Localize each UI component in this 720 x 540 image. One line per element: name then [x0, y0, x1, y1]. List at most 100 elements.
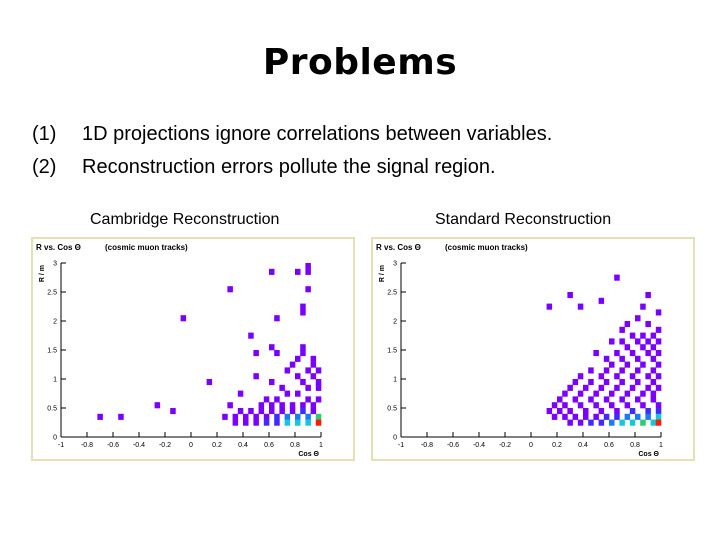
bullet-list: (1) 1D projections ignore correlations be… — [32, 118, 552, 184]
heatmap-cell — [232, 419, 239, 426]
heatmap-cell — [614, 350, 620, 357]
y-tick-label: 3 — [53, 261, 57, 268]
heatmap-cell — [640, 361, 646, 368]
heatmap-cell — [640, 332, 646, 339]
heatmap-cell — [227, 402, 233, 409]
heatmap-cell — [310, 402, 317, 409]
heatmap-cell — [655, 309, 662, 316]
heatmap-cell — [274, 315, 280, 322]
heatmap-cell — [118, 413, 124, 420]
heatmap-cell — [598, 373, 605, 380]
slide-title: Problems — [262, 42, 458, 83]
heatmap-cell — [588, 367, 594, 374]
heatmap-cell — [180, 315, 187, 322]
chart-caption-standard: Standard Reconstruction — [435, 211, 612, 228]
heatmap-cell — [635, 338, 641, 345]
heatmap-cell — [206, 379, 213, 386]
heatmap-cell — [310, 373, 317, 380]
heatmap-cell — [263, 396, 270, 403]
heatmap-cell — [655, 419, 662, 426]
heatmap-cell — [629, 419, 636, 426]
heatmap-cell — [619, 379, 625, 386]
heatmap-cell — [305, 286, 311, 293]
heatmap-cell — [655, 413, 662, 420]
heatmap-cell — [624, 344, 631, 351]
heatmap-cell — [305, 367, 311, 374]
heatmap-cell — [593, 350, 599, 357]
x-tick-label: -0.6 — [447, 442, 459, 449]
heatmap-cell — [253, 413, 259, 420]
heatmap-cell — [253, 373, 259, 380]
heatmap-cell — [269, 408, 275, 415]
y-tick-label: 2 — [53, 319, 57, 326]
heatmap-cell — [655, 338, 662, 345]
x-tick-label: 0 — [189, 442, 193, 449]
y-tick-label: 0 — [393, 435, 397, 442]
heatmap-cell — [577, 390, 584, 397]
x-axis-label: Cos Θ — [298, 451, 319, 458]
heatmap-cell — [305, 413, 311, 420]
heatmap-cell — [577, 373, 584, 380]
heatmap-cell — [572, 396, 579, 403]
heatmap-cell — [609, 361, 615, 368]
x-tick-label: -1 — [398, 442, 404, 449]
heatmap-cell — [583, 408, 589, 415]
x-tick-label: -0.2 — [499, 442, 511, 449]
heatmap-cell — [284, 367, 291, 374]
heatmap-cell — [274, 350, 280, 357]
heatmap-cell — [305, 419, 311, 426]
heatmap-cell — [263, 413, 270, 420]
y-tick-label: 1.5 — [47, 348, 57, 355]
heatmap-cell — [619, 338, 625, 345]
heatmap-cell — [640, 419, 646, 426]
heatmap-cell — [572, 379, 579, 386]
heatmap-cell — [546, 303, 553, 310]
heatmap-cell — [232, 413, 239, 420]
heatmap-cell — [551, 413, 558, 420]
heatmap-cell — [315, 419, 322, 426]
heatmap-cell — [295, 268, 301, 275]
heatmap-cell — [253, 419, 259, 426]
heatmap-cell — [603, 379, 610, 386]
heatmap-cell — [562, 390, 568, 397]
heatmap-cell — [274, 419, 280, 426]
heatmap-cell — [614, 373, 620, 380]
heatmap-cell — [263, 419, 270, 426]
heatmap-cell — [269, 344, 275, 351]
heatmap-cell — [315, 413, 322, 420]
x-tick-label: 1 — [319, 442, 323, 449]
x-tick-label: 0.4 — [578, 442, 588, 449]
heatmap-cell — [624, 390, 631, 397]
heatmap-cell — [289, 408, 296, 415]
x-tick-label: 1 — [659, 442, 663, 449]
heatmap-cell — [640, 402, 646, 409]
y-tick-label: 2.5 — [387, 290, 397, 297]
heatmap-cell — [305, 384, 311, 391]
heatmap-cell — [655, 361, 662, 368]
heatmap-cell — [609, 338, 615, 345]
heatmap-cell — [645, 321, 651, 328]
heatmap-cell — [567, 384, 573, 391]
heatmap-cell — [295, 390, 301, 397]
heatmap-cell — [629, 384, 636, 391]
heatmap-cell — [154, 402, 161, 409]
heatmap-cell — [624, 361, 631, 368]
heatmap-cell — [97, 413, 103, 420]
heatmap-cell — [645, 373, 651, 380]
heatmap-cell — [546, 408, 553, 415]
heatmap-cell — [640, 344, 646, 351]
heatmap-cell — [222, 413, 228, 420]
x-tick-label: 0.6 — [604, 442, 614, 449]
heatmap-cell — [227, 286, 233, 293]
heatmap-cell — [614, 274, 620, 281]
x-tick-label: -1 — [58, 442, 64, 449]
y-tick-label: 0.5 — [387, 406, 397, 413]
heatmap-cell — [567, 419, 573, 426]
heatmap-cell — [619, 367, 625, 374]
heatmap-cell — [598, 297, 605, 304]
heatmap-cell — [655, 402, 662, 409]
y-tick-label: 1 — [393, 377, 397, 384]
x-tick-label: 0.4 — [238, 442, 248, 449]
chart-subtitle: (cosmic muon tracks) — [445, 243, 528, 252]
heatmap-cell — [619, 355, 625, 362]
